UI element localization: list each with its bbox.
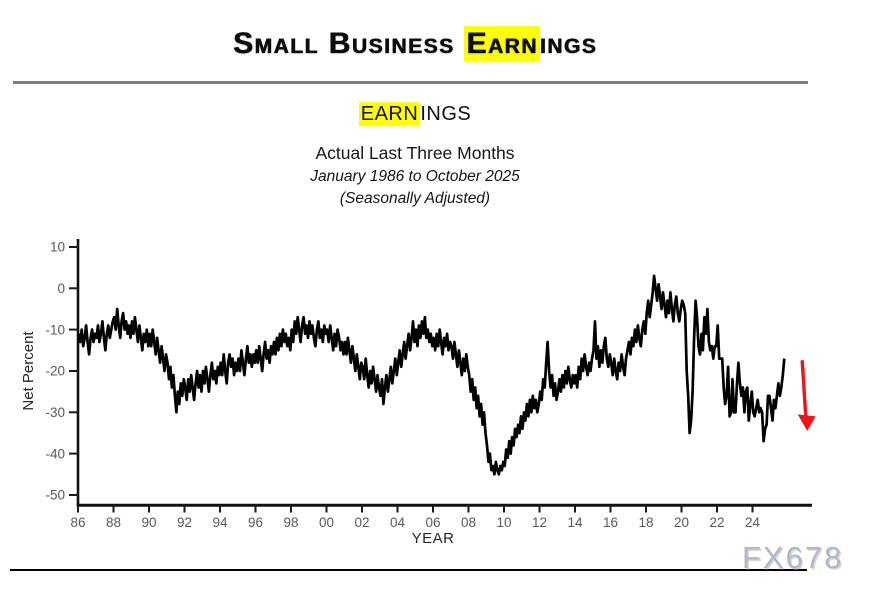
svg-text:10: 10	[496, 515, 511, 530]
watermark: FX678	[742, 540, 844, 575]
page-title: Small Business Earnings	[0, 26, 830, 61]
x-axis-title: YEAR	[412, 530, 455, 547]
chart-subtitle: Actual Last Three Months	[315, 143, 515, 163]
top-divider-line	[13, 81, 808, 84]
svg-text:24: 24	[745, 515, 761, 530]
svg-text:-50: -50	[45, 488, 65, 503]
svg-text:00: 00	[319, 515, 334, 530]
chart-adjustment-note: (Seasonally Adjusted)	[339, 190, 491, 207]
page-title-post: ings	[539, 27, 598, 60]
svg-text:88: 88	[106, 515, 121, 530]
earnings-series-line	[77, 274, 786, 476]
chart-heading: EARN INGS	[0, 102, 830, 126]
svg-text:98: 98	[283, 515, 298, 530]
y-axis-title: Net Percent	[20, 331, 37, 411]
svg-text:90: 90	[141, 515, 156, 530]
svg-text:92: 92	[177, 515, 192, 530]
svg-text:94: 94	[212, 515, 228, 530]
svg-text:20: 20	[674, 515, 689, 530]
bottom-divider-line	[10, 569, 807, 571]
svg-text:18: 18	[638, 515, 653, 530]
svg-text:22: 22	[709, 515, 724, 530]
svg-text:16: 16	[603, 515, 618, 530]
svg-text:0: 0	[57, 281, 65, 296]
svg-text:06: 06	[425, 515, 440, 530]
svg-text:14: 14	[567, 515, 583, 530]
down-arrow-annotation	[797, 360, 816, 431]
chart-date-range: January 1986 to October 2025	[310, 168, 520, 185]
svg-text:12: 12	[532, 515, 547, 530]
svg-text:08: 08	[461, 515, 476, 530]
svg-text:04: 04	[390, 515, 406, 530]
svg-text:-40: -40	[45, 446, 65, 461]
svg-text:-30: -30	[45, 405, 65, 420]
y-tick-group: 10 0 -10 -20 -30 -40 -50	[45, 240, 78, 503]
svg-text:96: 96	[248, 515, 263, 530]
page-title-highlight: Earn	[464, 26, 540, 61]
page-title-pre: Small Business	[232, 27, 465, 60]
svg-text:-20: -20	[45, 364, 65, 379]
svg-text:-10: -10	[45, 322, 65, 337]
svg-text:02: 02	[354, 515, 369, 530]
chart-heading-post: INGS	[420, 103, 472, 125]
chart-heading-highlight: EARN	[358, 102, 421, 126]
svg-text:10: 10	[50, 240, 65, 255]
x-tick-group: 86 88 90 92 94 96 98 00 02 04 06 08 10 12 14 16 18 20 22 24	[70, 505, 760, 530]
svg-text:86: 86	[70, 515, 85, 530]
